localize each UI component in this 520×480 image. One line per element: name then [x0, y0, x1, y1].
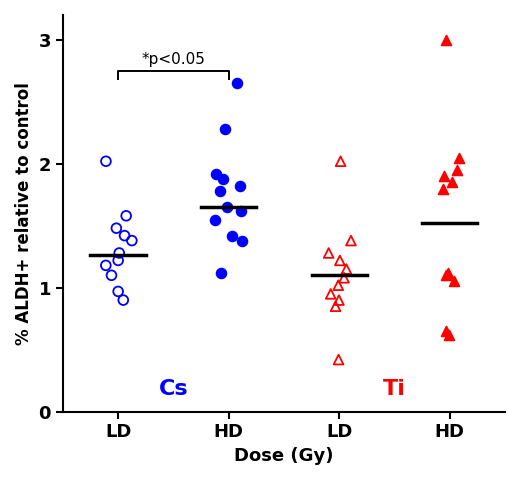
Point — [439, 185, 447, 192]
Point — [119, 296, 127, 304]
Point — [441, 272, 450, 279]
Point — [114, 257, 122, 264]
Point — [336, 157, 345, 165]
Point — [327, 290, 335, 298]
Point — [211, 216, 219, 223]
Text: Ti: Ti — [383, 379, 406, 399]
Point — [342, 265, 350, 273]
Point — [102, 262, 110, 269]
Point — [445, 331, 453, 338]
Point — [212, 170, 220, 178]
Point — [114, 288, 122, 295]
Point — [441, 36, 450, 44]
Point — [227, 232, 236, 240]
Point — [444, 269, 452, 276]
Point — [128, 237, 136, 244]
Point — [122, 212, 131, 220]
Point — [440, 172, 449, 180]
Point — [331, 302, 340, 310]
Point — [453, 166, 462, 174]
Point — [121, 232, 129, 240]
Point — [217, 269, 225, 276]
Point — [238, 237, 246, 244]
Point — [324, 249, 333, 257]
Point — [107, 272, 115, 279]
Point — [336, 257, 344, 264]
Point — [218, 175, 227, 182]
Point — [223, 204, 231, 211]
Point — [112, 224, 121, 232]
Text: *p<0.05: *p<0.05 — [141, 52, 205, 67]
Point — [450, 277, 459, 285]
Y-axis label: % ALDH+ relative to control: % ALDH+ relative to control — [15, 82, 33, 345]
Point — [334, 356, 343, 363]
Point — [221, 125, 229, 133]
Text: Cs: Cs — [159, 379, 188, 399]
Point — [233, 79, 242, 87]
Point — [236, 182, 244, 190]
Point — [448, 179, 456, 186]
Point — [456, 154, 464, 161]
Point — [335, 296, 343, 304]
X-axis label: Dose (Gy): Dose (Gy) — [234, 447, 334, 465]
Point — [237, 207, 245, 215]
Point — [115, 249, 123, 257]
Point — [102, 157, 110, 165]
Point — [347, 237, 355, 244]
Point — [340, 274, 348, 282]
Point — [334, 281, 343, 289]
Point — [216, 187, 225, 195]
Point — [442, 327, 450, 335]
